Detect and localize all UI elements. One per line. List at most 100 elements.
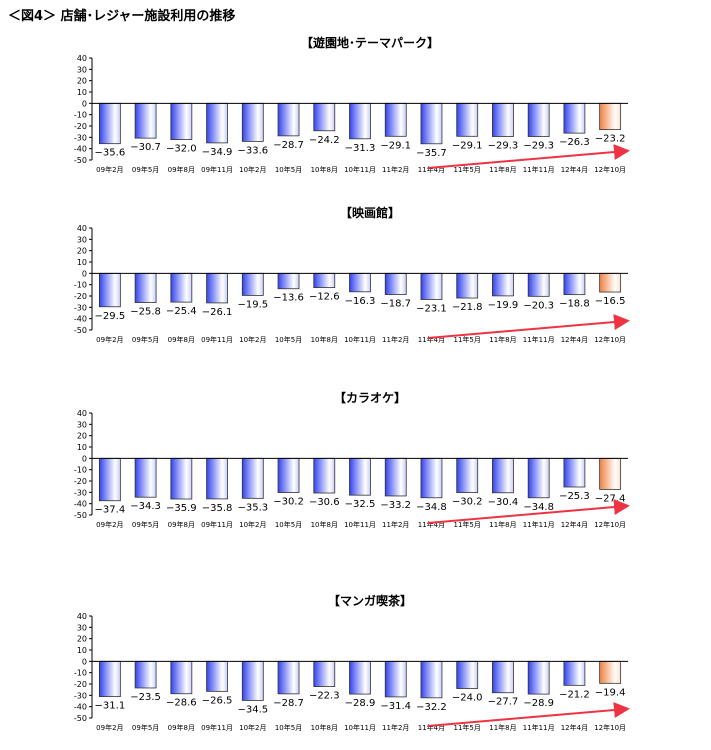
y-tick-label: 40 [77, 54, 87, 63]
data-label: −13.6 [273, 293, 304, 304]
chart-karaoke: 【カラオケ】 40 30 20 10 0 -10 -20 -30 -40 -50 −37.4 09年2月… [74, 390, 630, 529]
x-tick-label: 10年2月 [239, 520, 266, 529]
data-label: −34.3 [130, 501, 161, 512]
data-label: −28.9 [345, 698, 376, 709]
data-label: −34.5 [237, 704, 268, 715]
data-label: −34.8 [523, 502, 554, 513]
y-tick-label: 20 [77, 247, 87, 256]
x-tick-label: 10年8月 [311, 335, 338, 344]
bar [563, 457, 586, 488]
bar [527, 102, 550, 137]
y-tick-label: -50 [74, 156, 87, 165]
bar [98, 457, 121, 502]
x-tick-label: 10年2月 [239, 165, 266, 174]
bar [527, 660, 550, 695]
x-tick-label: 12年10月 [594, 520, 626, 529]
x-tick-label: 11年8月 [489, 723, 516, 732]
data-label: −32.2 [416, 702, 447, 713]
x-tick-label: 11年11月 [523, 335, 555, 344]
x-tick-label: 11年8月 [489, 335, 516, 344]
data-label: −29.1 [452, 140, 483, 151]
data-label: −32.0 [166, 144, 197, 155]
x-tick-label: 09年8月 [168, 520, 195, 529]
data-label: −28.6 [166, 698, 197, 709]
data-label: −33.6 [237, 145, 268, 156]
y-tick-label: 20 [77, 635, 87, 644]
x-tick-label: 10年11月 [344, 723, 376, 732]
x-tick-label: 11年4月 [418, 723, 445, 732]
bar [241, 272, 264, 296]
bar [277, 102, 300, 137]
data-label: −12.6 [309, 292, 340, 303]
x-tick-label: 11年5月 [454, 520, 481, 529]
x-tick-label: 10年5月 [275, 335, 302, 344]
x-tick-label: 09年2月 [96, 165, 123, 174]
bar [599, 660, 622, 684]
data-label: −33.2 [380, 500, 411, 511]
y-tick-label: 0 [82, 269, 87, 278]
bar [277, 272, 300, 290]
trend-arrow [427, 144, 630, 169]
bar [349, 102, 371, 140]
data-label: −35.7 [416, 148, 447, 159]
bar [527, 457, 550, 499]
x-tick-label: 11年2月 [382, 520, 409, 529]
x-tick-label: 10年2月 [239, 723, 266, 732]
trend-arrow [427, 499, 630, 524]
data-label: −28.7 [273, 698, 304, 709]
data-label: −18.7 [380, 299, 411, 310]
bar [134, 660, 157, 689]
chart-cinema: 【映画館】 40 30 20 10 0 -10 -20 -30 -40 -50 −29.5 09年2月 −… [74, 205, 630, 344]
bar [492, 102, 514, 137]
data-label: −16.5 [595, 296, 626, 307]
x-tick-label: 11年2月 [382, 165, 409, 174]
y-tick-label: -30 [74, 488, 87, 497]
bar [206, 457, 228, 500]
data-label: −16.3 [345, 296, 376, 307]
x-tick-label: 10年8月 [311, 723, 338, 732]
x-tick-label: 11年11月 [523, 723, 555, 732]
bar [206, 272, 228, 304]
x-tick-label: 09年5月 [132, 165, 159, 174]
y-tick-label: 30 [77, 65, 87, 74]
trend-arrow [427, 702, 630, 727]
data-label: −24.2 [309, 135, 340, 146]
y-tick-label: -10 [74, 111, 87, 120]
y-tick-label: -50 [74, 511, 87, 520]
x-tick-label: 11年11月 [523, 165, 555, 174]
data-label: −28.7 [273, 140, 304, 151]
x-tick-label: 12年10月 [594, 723, 626, 732]
bar [563, 102, 586, 134]
data-label: −23.5 [130, 692, 161, 703]
bar [492, 457, 514, 494]
x-tick-label: 09年11月 [201, 520, 233, 529]
x-tick-label: 12年4月 [561, 520, 588, 529]
chart-title: 【カラオケ】 [334, 390, 406, 405]
y-tick-label: 10 [77, 443, 87, 452]
bar [456, 457, 479, 493]
y-tick-label: -20 [74, 680, 87, 689]
bar [563, 272, 586, 296]
data-label: −35.6 [95, 148, 126, 159]
x-tick-label: 09年8月 [168, 723, 195, 732]
x-tick-label: 09年2月 [96, 723, 123, 732]
y-tick-label: -50 [74, 326, 87, 335]
y-tick-label: 0 [82, 454, 87, 463]
data-label: −19.4 [595, 687, 626, 698]
x-tick-label: 11年5月 [454, 723, 481, 732]
trend-arrow [427, 314, 630, 339]
bar [420, 457, 443, 499]
data-label: −29.1 [380, 140, 411, 151]
bar [277, 660, 300, 695]
data-label: −29.5 [95, 311, 126, 322]
bar [241, 102, 264, 142]
bar [384, 457, 407, 497]
x-tick-label: 11年4月 [418, 165, 445, 174]
data-label: −29.3 [523, 141, 554, 152]
data-label: −29.3 [488, 141, 519, 152]
data-label: −21.8 [452, 302, 483, 313]
data-label: −30.6 [309, 497, 340, 508]
y-tick-label: 20 [77, 77, 87, 86]
x-tick-label: 09年5月 [132, 520, 159, 529]
